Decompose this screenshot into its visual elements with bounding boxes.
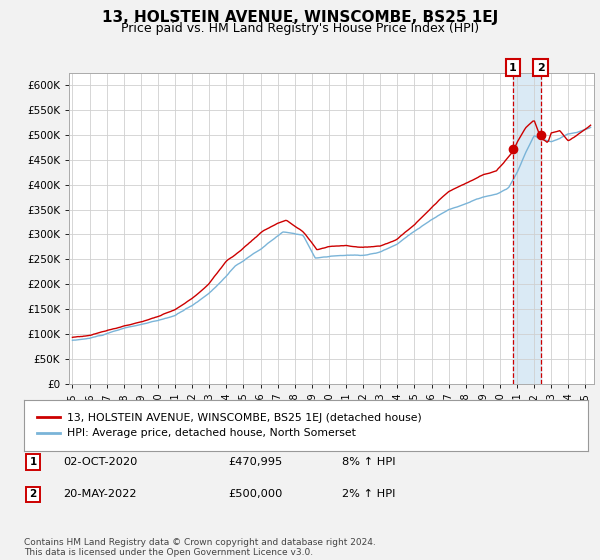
Text: 13, HOLSTEIN AVENUE, WINSCOMBE, BS25 1EJ: 13, HOLSTEIN AVENUE, WINSCOMBE, BS25 1EJ: [102, 10, 498, 25]
Legend: 13, HOLSTEIN AVENUE, WINSCOMBE, BS25 1EJ (detached house), HPI: Average price, d: 13, HOLSTEIN AVENUE, WINSCOMBE, BS25 1EJ…: [32, 409, 426, 442]
Text: 2: 2: [537, 63, 545, 73]
Text: £470,995: £470,995: [228, 457, 282, 467]
Text: 1: 1: [509, 63, 517, 73]
Bar: [513, 73, 541, 384]
Text: £500,000: £500,000: [228, 489, 283, 500]
Text: 1: 1: [29, 457, 37, 467]
Text: 2% ↑ HPI: 2% ↑ HPI: [342, 489, 395, 500]
Text: 20-MAY-2022: 20-MAY-2022: [63, 489, 137, 500]
Text: 02-OCT-2020: 02-OCT-2020: [63, 457, 137, 467]
Text: 8% ↑ HPI: 8% ↑ HPI: [342, 457, 395, 467]
Text: Contains HM Land Registry data © Crown copyright and database right 2024.
This d: Contains HM Land Registry data © Crown c…: [24, 538, 376, 557]
Text: 2: 2: [29, 489, 37, 500]
Text: Price paid vs. HM Land Registry's House Price Index (HPI): Price paid vs. HM Land Registry's House …: [121, 22, 479, 35]
